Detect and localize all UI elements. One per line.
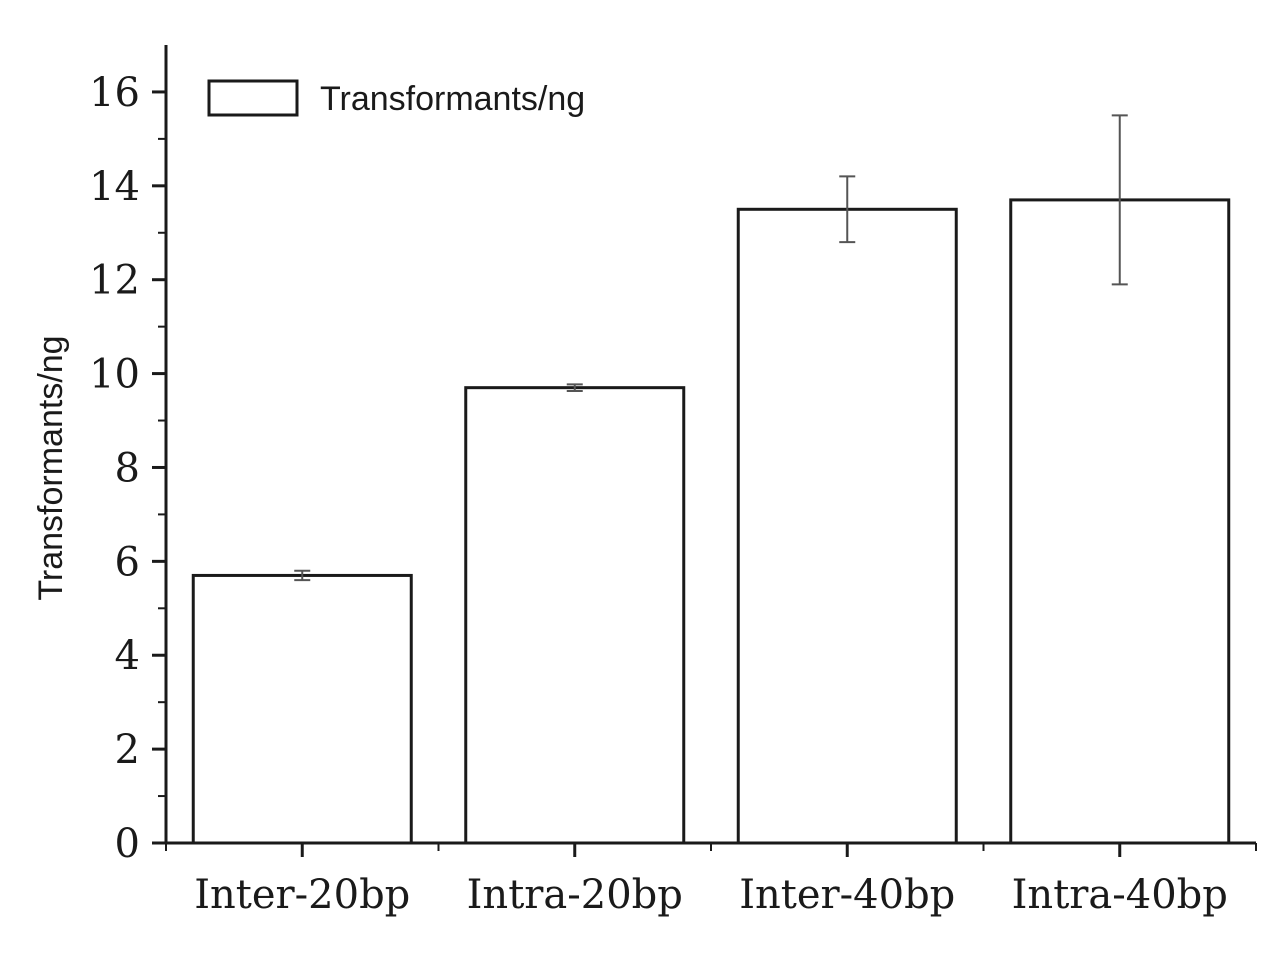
x-tick-label: Inter-20bp — [194, 872, 410, 918]
y-axis-title: Transformants/ng — [32, 335, 70, 600]
y-tick-label: 8 — [115, 445, 140, 491]
axes-layer — [152, 45, 1257, 857]
y-tick-label: 14 — [89, 164, 140, 210]
y-tick-label: 12 — [89, 258, 140, 304]
bars-layer — [191, 198, 1231, 845]
legend-label: Transformants/ng — [320, 80, 585, 118]
error-bars-layer — [294, 114, 1128, 582]
bar-inter-40bp — [736, 207, 958, 845]
y-tick-label: 10 — [89, 352, 140, 398]
labels-layer: Inter-20bp Intra-20bp Inter-40bp Intra-40bp… — [89, 70, 1228, 918]
x-tick-label: Intra-40bp — [1012, 872, 1228, 918]
y-tick-label: 0 — [115, 821, 140, 867]
y-tick-label: 4 — [115, 633, 140, 679]
bar-inter-20bp — [191, 573, 413, 845]
legend-swatch — [207, 79, 299, 117]
bar-intra-40bp — [1009, 198, 1231, 845]
x-tick-label: Inter-40bp — [739, 872, 955, 918]
bar-intra-20bp — [464, 386, 686, 845]
x-tick-label: Intra-20bp — [467, 872, 683, 918]
y-tick-label: 2 — [115, 727, 140, 773]
y-tick-label: 6 — [115, 539, 140, 585]
y-tick-label: 16 — [89, 70, 140, 116]
legend: Transformants/ng — [207, 79, 585, 118]
